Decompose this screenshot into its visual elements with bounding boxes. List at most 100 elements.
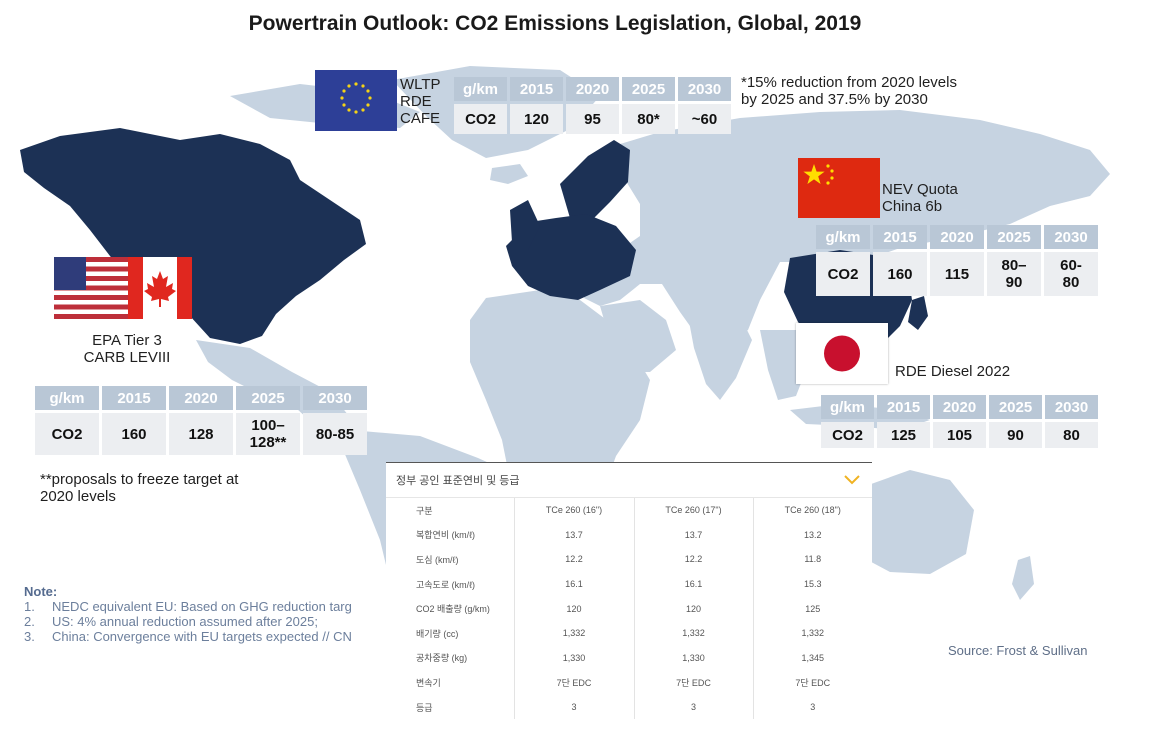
- eu-flag: [315, 70, 397, 131]
- row-label: 도심 (km/ℓ): [416, 554, 459, 565]
- fuel-efficiency-panel: 정부 공인 표준연비 및 등급 구분 TCe 260 (16") TCe 260…: [386, 462, 872, 721]
- eu-header-row: g/km 2015 2020 2025 2030: [454, 77, 731, 101]
- japan-header-2030: 2030: [1045, 395, 1098, 419]
- table-row: CO2 배출량 (g/km) 120 120 125: [386, 596, 872, 621]
- table-row: 배기량 (cc) 1,332 1,332 1,332: [386, 620, 872, 646]
- table-cell: 13.7: [633, 522, 753, 548]
- table-cell: 1,330: [513, 645, 634, 671]
- na-co2-table: g/km 2015 2020 2025 2030 CO2 160 128 100…: [32, 383, 370, 458]
- japan-header-2020: 2020: [933, 395, 986, 419]
- china-header-2030: 2030: [1044, 225, 1098, 249]
- column-header: 구분: [416, 505, 433, 516]
- na-value-2030: 80-85: [303, 413, 367, 455]
- china-header-2020: 2020: [930, 225, 984, 249]
- eu-label-cafe: CAFE: [400, 110, 441, 127]
- note-item: 2. US: 4% annual reduction assumed after …: [24, 614, 318, 629]
- japan-value-2020: 105: [933, 422, 986, 448]
- table-cell: 13.2: [752, 522, 872, 548]
- na-header-row: g/km 2015 2020 2025 2030: [35, 386, 367, 410]
- table-cell: 7단 EDC: [633, 670, 753, 695]
- japan-header-unit: g/km: [821, 395, 874, 419]
- na-value-2020: 128: [169, 413, 233, 455]
- table-row: 등급 3 3 3: [386, 694, 872, 720]
- japan-value-2015: 125: [877, 422, 930, 448]
- table-cell: 125: [752, 596, 872, 621]
- na-label-carb: CARB LEVIII: [83, 349, 171, 366]
- china-header-2025: 2025: [987, 225, 1041, 249]
- india-shape: [688, 316, 752, 400]
- iceland-shape: [490, 164, 528, 184]
- australia-shape: [846, 470, 974, 574]
- table-row: 고속도로 (km/ℓ) 16.1 16.1 15.3: [386, 571, 872, 597]
- row-label: 고속도로 (km/ℓ): [416, 579, 476, 590]
- table-cell: 7단 EDC: [752, 670, 872, 695]
- eu-value-2015: 120: [510, 104, 563, 134]
- japan-value-2030: 80: [1045, 422, 1098, 448]
- japan-header-2015: 2015: [877, 395, 930, 419]
- column-header: TCe 260 (18"): [752, 498, 872, 523]
- china-header-2015: 2015: [873, 225, 927, 249]
- japan-flag: [796, 323, 888, 384]
- eu-co2-row: CO2 120 95 80* ~60: [454, 104, 731, 134]
- table-row: 도심 (km/ℓ) 12.2 12.2 11.8: [386, 547, 872, 572]
- table-cell: 16.1: [513, 571, 634, 597]
- table-row: 변속기 7단 EDC 7단 EDC 7단 EDC: [386, 670, 872, 695]
- china-header-row: g/km 2015 2020 2025 2030: [816, 225, 1098, 249]
- table-row: 공차중량 (kg) 1,330 1,330 1,345: [386, 645, 872, 671]
- table-cell: 12.2: [513, 547, 634, 572]
- na-legislation-labels: EPA Tier 3 CARB LEVIII: [62, 332, 192, 366]
- eu-header-2020: 2020: [566, 77, 619, 101]
- eu-header-unit: g/km: [454, 77, 507, 101]
- eu-legislation-labels: WLTP RDE CAFE: [400, 76, 441, 127]
- row-label: 변속기: [416, 677, 441, 688]
- table-cell: 13.7: [513, 522, 634, 548]
- na-header-2020: 2020: [169, 386, 233, 410]
- fuel-efficiency-panel-header[interactable]: 정부 공인 표준연비 및 등급: [386, 463, 872, 498]
- eu-value-2020: 95: [566, 104, 619, 134]
- japan-row-label: CO2: [821, 422, 874, 448]
- na-row-label: CO2: [35, 413, 99, 455]
- na-label-epa: EPA Tier 3: [92, 332, 162, 349]
- china-legislation-labels: NEV Quota China 6b: [882, 181, 958, 215]
- china-co2-row: CO2 160 115 80– 90 60- 80: [816, 252, 1098, 296]
- japan-co2-table: g/km 2015 2020 2025 2030 CO2 125 105 90 …: [818, 392, 1101, 451]
- japan-legislation-label: RDE Diesel 2022: [895, 363, 1011, 380]
- page-title: Powertrain Outlook: CO2 Emissions Legisl…: [248, 12, 862, 35]
- japan-header-row: g/km 2015 2020 2025 2030: [821, 395, 1098, 419]
- table-row: 복합연비 (km/ℓ) 13.7 13.7 13.2: [386, 522, 872, 548]
- source-credit: Source: Frost & Sullivan: [948, 643, 1088, 658]
- chevron-down-icon[interactable]: [844, 475, 860, 485]
- table-cell: 1,332: [633, 620, 753, 646]
- eu-note-line-1: *15% reduction from 2020 levels: [741, 74, 957, 91]
- china-flag: [798, 158, 880, 218]
- eu-header-2030: 2030: [678, 77, 731, 101]
- na-note-line-1: **proposals to freeze target at: [40, 471, 239, 488]
- notes-section: Note: 1. NEDC equivalent EU: Based on GHG…: [24, 584, 386, 644]
- eu-reduction-note: *15% reduction from 2020 levels by 2025 …: [741, 74, 957, 108]
- china-value-2025: 80– 90: [987, 252, 1041, 296]
- table-header-row: 구분 TCe 260 (16") TCe 260 (17") TCe 260 (…: [386, 498, 872, 523]
- table-cell: 120: [513, 596, 634, 621]
- japan-value-2025: 90: [989, 422, 1042, 448]
- row-label: CO2 배출량 (g/km): [416, 604, 490, 615]
- na-note-line-2: 2020 levels: [40, 488, 116, 505]
- na-freeze-note: **proposals to freeze target at 2020 lev…: [40, 471, 238, 505]
- na-header-2025: 2025: [236, 386, 300, 410]
- china-row-label: CO2: [816, 252, 870, 296]
- na-value-2025: 100– 128**: [236, 413, 300, 455]
- table-cell: 11.8: [752, 547, 872, 572]
- note-item: 1. NEDC equivalent EU: Based on GHG reduc…: [24, 599, 352, 614]
- table-cell: 12.2: [633, 547, 753, 572]
- table-cell: 1,332: [513, 620, 634, 646]
- na-co2-row: CO2 160 128 100– 128** 80-85: [35, 413, 367, 455]
- table-cell: 1,332: [752, 620, 872, 646]
- eu-co2-table: g/km 2015 2020 2025 2030 CO2 120 95 80* …: [451, 74, 734, 137]
- table-cell: 7단 EDC: [513, 670, 634, 695]
- north-america-shape: [20, 128, 366, 344]
- china-value-2020: 115: [930, 252, 984, 296]
- fuel-efficiency-table: 구분 TCe 260 (16") TCe 260 (17") TCe 260 (…: [386, 498, 872, 720]
- uk-shape: [510, 200, 540, 250]
- na-header-2015: 2015: [102, 386, 166, 410]
- table-cell: 3: [752, 694, 872, 720]
- china-label-6b: China 6b: [882, 198, 943, 215]
